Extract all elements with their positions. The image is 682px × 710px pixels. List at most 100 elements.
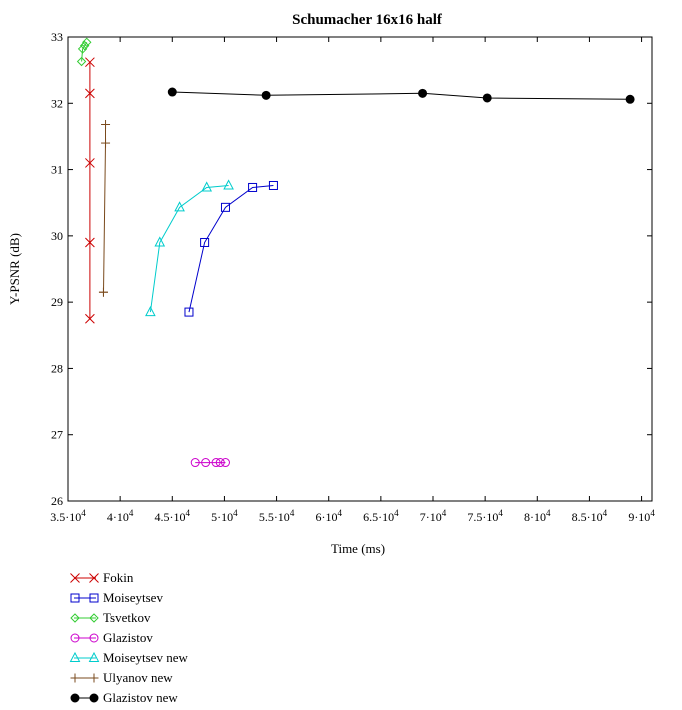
series-line — [172, 91, 631, 100]
x-axis-title: Time (ms) — [331, 541, 385, 556]
legend-label: Glazistov — [103, 630, 153, 645]
data-point — [101, 138, 111, 148]
x-tick-label: 7·104 — [420, 508, 447, 524]
data-point — [184, 307, 194, 317]
legend-marker — [89, 673, 99, 683]
legend-label: Tsvetkov — [103, 610, 151, 625]
data-point — [220, 458, 230, 468]
data-point — [167, 87, 177, 97]
legend-marker — [89, 573, 99, 583]
legend-marker — [70, 613, 80, 623]
series-glazistov — [190, 458, 230, 468]
data-point — [145, 306, 156, 317]
series-glazistov-new — [167, 87, 635, 104]
legend-item: Ulyanov new — [70, 670, 173, 685]
legend-item: Moiseytsev — [70, 590, 163, 605]
x-tick-label: 3.5·104 — [50, 508, 86, 524]
data-point — [248, 182, 258, 192]
x-tick-label: 9·104 — [628, 508, 655, 524]
series-moiseytsev — [184, 180, 278, 317]
y-tick-label: 29 — [51, 295, 63, 309]
data-point — [190, 458, 200, 468]
data-point — [261, 90, 271, 100]
data-point — [211, 458, 221, 468]
data-point — [154, 236, 166, 247]
legend-marker — [70, 593, 80, 603]
y-tick-label: 32 — [51, 96, 63, 110]
legend-marker — [89, 633, 99, 643]
data-point — [201, 458, 211, 468]
data-point — [79, 40, 90, 51]
data-point — [82, 37, 92, 48]
y-tick-label: 26 — [51, 494, 63, 508]
data-point — [220, 202, 230, 212]
legend-item: Tsvetkov — [70, 610, 151, 625]
legend-marker — [69, 651, 81, 662]
data-point — [85, 88, 95, 99]
legend-label: Moiseytsev new — [103, 650, 188, 665]
x-tick-label: 5·104 — [211, 508, 238, 524]
series-line — [149, 185, 229, 313]
axis-ticks: 3.5·104 4·104 4.5·104 5·104 5.5·104 6·104 6.5·… — [50, 30, 655, 524]
data-point — [482, 93, 492, 103]
data-point — [101, 119, 111, 129]
legend-item: Moiseytsev new — [69, 650, 188, 665]
data-point — [201, 181, 213, 192]
series-fokin — [85, 57, 95, 324]
legend-label: Fokin — [103, 570, 134, 585]
data-point — [77, 44, 88, 54]
plot-area — [67, 36, 653, 502]
y-tick-label: 30 — [51, 229, 63, 243]
data-point — [85, 237, 95, 248]
data-point — [268, 180, 278, 190]
data-point — [215, 458, 225, 468]
legend-marker — [70, 673, 80, 683]
legend-marker — [89, 593, 99, 603]
data-point — [200, 237, 210, 247]
series-line — [103, 124, 106, 293]
y-tick-label: 28 — [51, 361, 63, 375]
x-tick-label: 6.5·104 — [363, 508, 399, 524]
y-tick-label: 31 — [51, 163, 63, 177]
legend-label: Moiseytsev — [103, 590, 163, 605]
y-tick-label: 27 — [51, 428, 63, 442]
legend-label: Glazistov new — [103, 690, 178, 705]
series-line — [188, 185, 274, 313]
y-tick-label: 33 — [51, 30, 63, 44]
legend-marker — [88, 651, 100, 662]
series-line — [81, 42, 88, 62]
x-tick-label: 8.5·104 — [572, 508, 608, 524]
chart-title: Schumacher 16x16 half — [292, 12, 443, 28]
data-point — [85, 158, 95, 168]
x-tick-label: 4·104 — [107, 508, 134, 524]
x-tick-label: 7.5·104 — [467, 508, 503, 524]
data-point — [85, 313, 95, 324]
legend-marker — [70, 633, 80, 643]
data-point — [223, 179, 234, 190]
data-point — [174, 201, 185, 212]
data-point — [418, 88, 428, 98]
series-tsvetkov — [76, 37, 92, 67]
series-ulyanov-new — [98, 119, 111, 297]
legend-label: Ulyanov new — [103, 670, 173, 685]
data-point — [76, 56, 87, 67]
legend: Fokin Moiseytsev Tsvetkov Glazistov Moiseyts… — [69, 570, 188, 705]
legend-marker — [89, 693, 99, 703]
series-moiseytsev-new — [145, 179, 234, 317]
data-point — [98, 287, 108, 297]
data-point — [85, 57, 95, 68]
legend-item: Glazistov — [70, 630, 153, 645]
legend-marker — [70, 573, 80, 583]
y-axis-title: Y-PSNR (dB) — [7, 233, 22, 305]
x-tick-label: 5.5·104 — [259, 508, 295, 524]
series-layer — [76, 37, 635, 468]
legend-marker — [70, 693, 80, 703]
x-tick-label: 8·104 — [524, 508, 551, 524]
x-tick-label: 6·104 — [315, 508, 342, 524]
x-tick-label: 4.5·104 — [155, 508, 191, 524]
legend-marker — [89, 613, 99, 623]
legend-item: Glazistov new — [70, 690, 178, 705]
legend-item: Fokin — [70, 570, 134, 585]
data-point — [625, 94, 635, 104]
